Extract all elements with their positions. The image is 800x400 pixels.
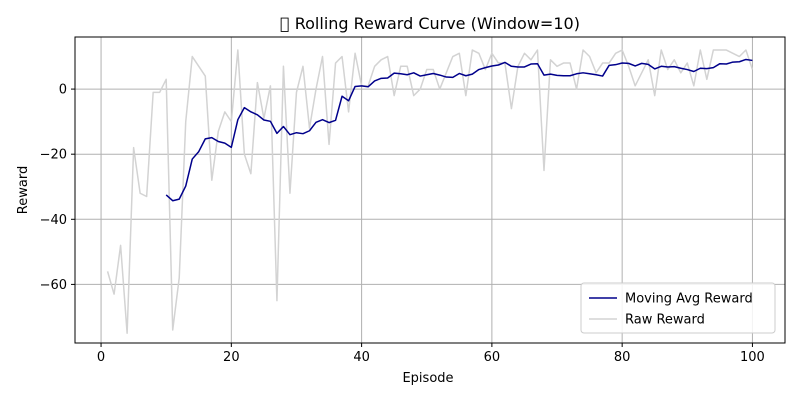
series-line-moving-avg-reward [165,58,753,202]
legend-label: Raw Reward [625,313,705,328]
chart-title:   Rolling Reward Curve (Window=10) [280,14,580,33]
x-tick-label: 40 [353,350,370,365]
x-tick-label: 60 [484,350,501,365]
x-axis-label: Episode [402,371,453,386]
x-tick-label: 20 [223,350,240,365]
plot-frame [74,36,786,344]
y-axis-label: Reward [16,166,31,214]
legend-label: Moving Avg Reward [625,292,753,307]
legend: Moving Avg Reward Raw Reward [580,282,776,334]
y-tick-label: −60 [40,278,67,293]
legend-box [580,282,776,334]
y-tick-label: −20 [40,148,67,163]
plot-area: 0 20 40 60 80 100 −60 −40 −20 0 [40,36,786,365]
y-tick-label: 0 [59,83,67,98]
y-tick-label: −40 [40,213,67,228]
x-tick-label: 80 [614,350,631,365]
x-tick-label: 0 [97,350,105,365]
x-tick-label: 100 [740,350,765,365]
series-line-raw-reward [106,49,754,334]
